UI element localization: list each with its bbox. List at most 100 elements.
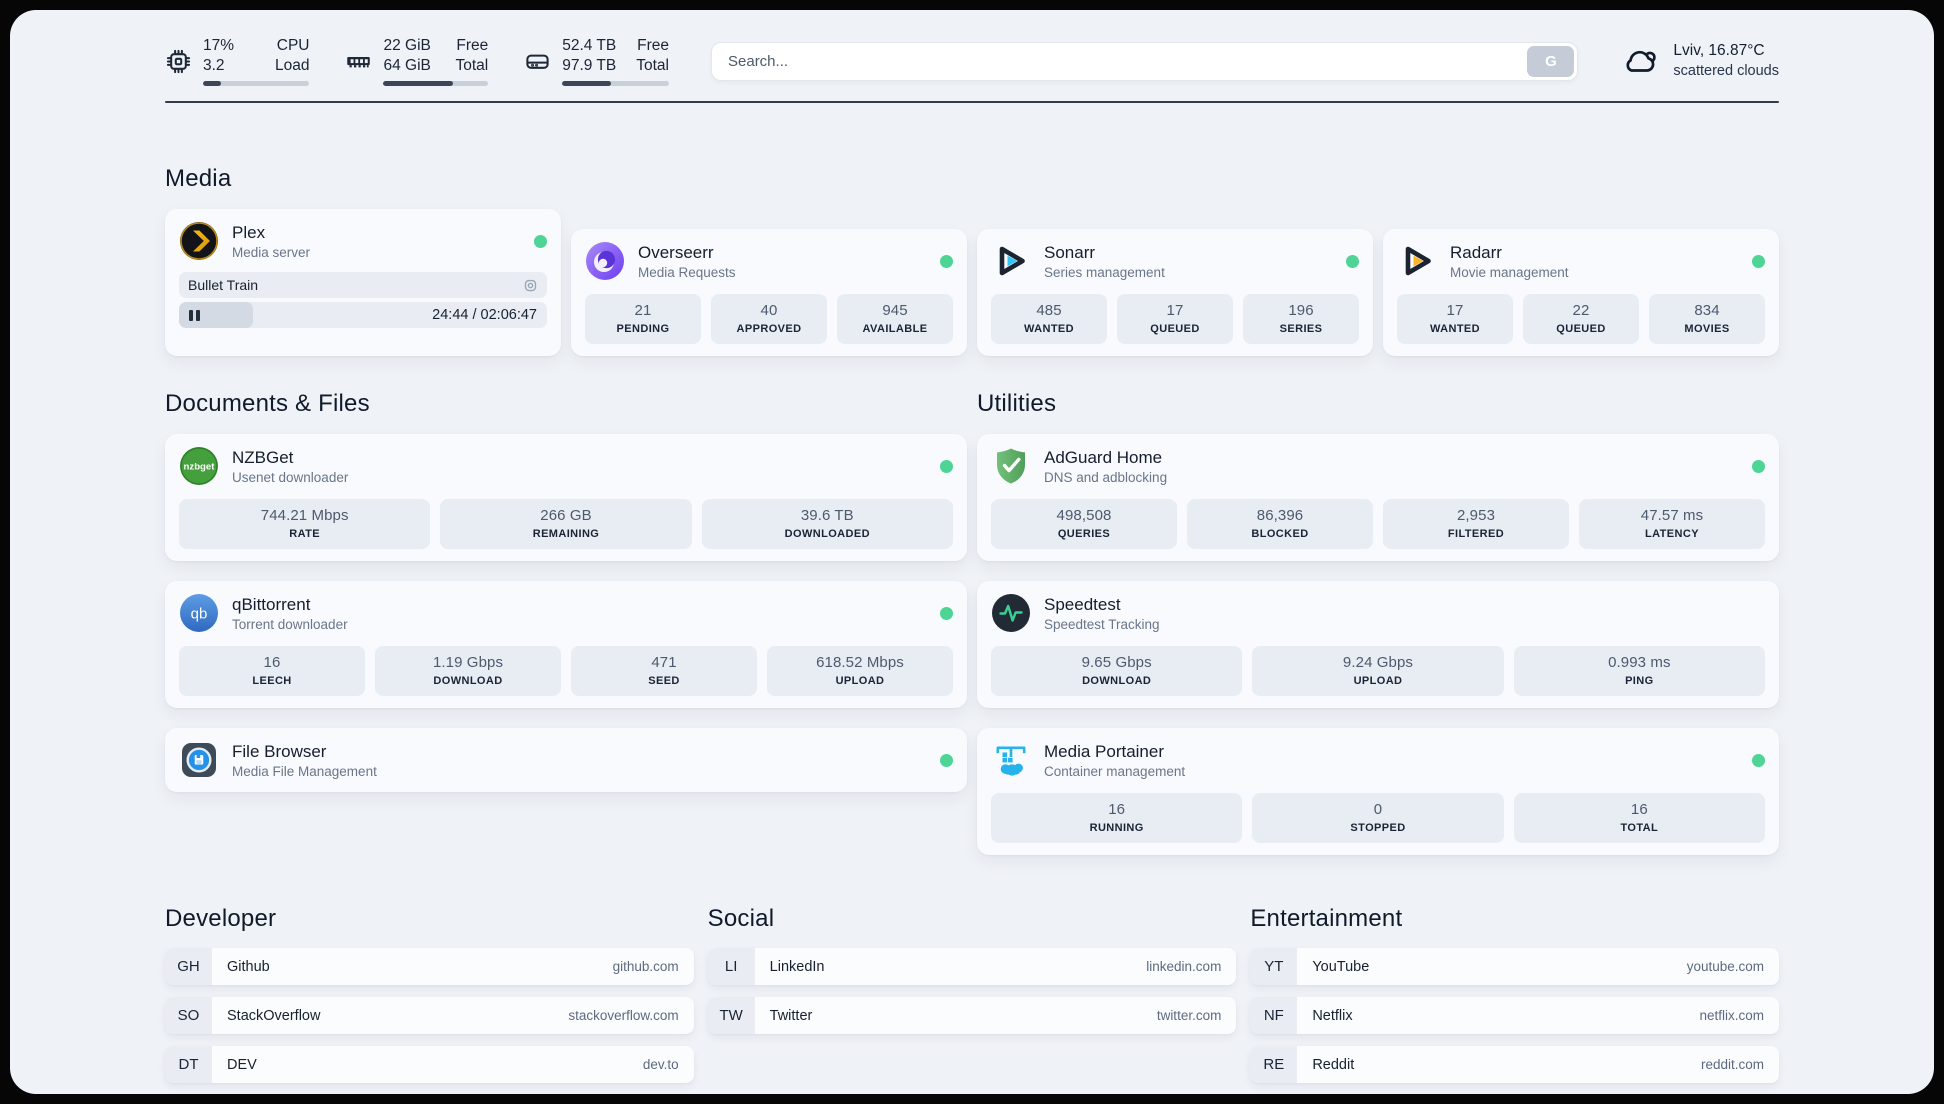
- status-online-dot: [940, 606, 953, 620]
- stat-box: 471 SEED: [571, 646, 757, 697]
- bookmark-name: Netflix: [1312, 1007, 1353, 1024]
- stat-box: 16 LEECH: [179, 646, 365, 697]
- stat-box: 16 RUNNING: [991, 793, 1243, 844]
- service-card-portainer[interactable]: Media Portainer Container management 16 …: [977, 728, 1779, 856]
- cpu-label: CPU: [276, 37, 310, 54]
- stat-box: 21 PENDING: [585, 294, 701, 345]
- pause-button[interactable]: [189, 309, 200, 321]
- memory-usage-bar: [383, 81, 489, 87]
- portainer-icon: [991, 740, 1031, 780]
- memory-free-value: 22 GiB: [383, 37, 431, 54]
- bookmark-linkedin[interactable]: LI LinkedIn linkedin.com: [707, 948, 1237, 986]
- search-input[interactable]: [715, 52, 1528, 70]
- bookmark-name: StackOverflow: [227, 1007, 321, 1024]
- section-title-utilities: Utilities: [977, 390, 1057, 418]
- bookmark-name: YouTube: [1312, 958, 1370, 975]
- stat-box: 17 WANTED: [1397, 294, 1513, 345]
- status-online-dot: [940, 753, 953, 767]
- service-card-plex[interactable]: Plex Media server Bullet Train 24:44 / 0…: [165, 209, 561, 357]
- stat-box: 485 WANTED: [991, 294, 1107, 345]
- cpu-usage-fill: [203, 81, 222, 87]
- bookmark-name: Reddit: [1312, 1056, 1355, 1073]
- service-card-filebrowser[interactable]: File Browser Media File Management: [165, 728, 967, 793]
- section-title-media: Media: [165, 165, 232, 193]
- topbar: 17% 3.2 CPU Load: [165, 36, 1779, 87]
- bookmark-twitter[interactable]: TW Twitter twitter.com: [707, 997, 1237, 1035]
- disk-usage-fill: [562, 81, 612, 87]
- bookmarks-developer: Developer GH Github github.com SO StackO…: [165, 905, 694, 1084]
- stat-box: 618.52 Mbps UPLOAD: [767, 646, 953, 697]
- plex-icon: [179, 221, 219, 261]
- stat-box: 0 STOPPED: [1252, 793, 1504, 844]
- cpu-chip-icon: [165, 48, 192, 75]
- disk-free-label: Free: [637, 37, 669, 54]
- bookmark-youtube[interactable]: YT YouTube youtube.com: [1250, 948, 1779, 986]
- dashboard-page: 17% 3.2 CPU Load: [10, 10, 1934, 1094]
- hard-drive-icon: [524, 48, 551, 75]
- weather-location-temp: Lviv, 16.87°C: [1673, 41, 1765, 59]
- status-online-dot: [1752, 753, 1765, 767]
- service-title: Sonarr: [1044, 242, 1096, 262]
- cpu-load-value: 3.2: [203, 57, 225, 75]
- service-subtitle: Speedtest Tracking: [1044, 617, 1160, 633]
- playback-time: 24:44 / 02:06:47: [432, 307, 537, 324]
- service-card-adguard[interactable]: AdGuard Home DNS and adblocking 498,508 …: [977, 434, 1779, 562]
- bookmark-github[interactable]: GH Github github.com: [165, 948, 694, 986]
- service-title: Radarr: [1450, 242, 1502, 262]
- media-source-icon[interactable]: [523, 278, 538, 293]
- scattered-clouds-icon: [1620, 41, 1660, 81]
- svg-text:nzbget: nzbget: [184, 462, 216, 473]
- stat-box: 86,396 BLOCKED: [1187, 499, 1373, 550]
- bookmark-abbr: TW: [707, 997, 755, 1035]
- disk-total-label: Total: [636, 57, 669, 75]
- service-card-speedtest[interactable]: Speedtest Speedtest Tracking 9.65 Gbps D…: [977, 581, 1779, 709]
- service-title: AdGuard Home: [1044, 447, 1163, 467]
- documents-column: Documents & Files nzbget NZBGet Usenet d…: [165, 390, 967, 793]
- bookmark-url: reddit.com: [1700, 1057, 1764, 1073]
- now-playing-row: Bullet Train: [179, 272, 547, 299]
- stat-box: 9.65 Gbps DOWNLOAD: [991, 646, 1243, 697]
- bookmark-dev[interactable]: DT DEV dev.to: [165, 1046, 694, 1084]
- service-title: Media Portainer: [1044, 741, 1165, 761]
- service-title: Overseerr: [638, 242, 714, 262]
- stat-box: 196 SERIES: [1243, 294, 1359, 345]
- bookmark-url: github.com: [612, 959, 679, 975]
- bookmark-netflix[interactable]: NF Netflix netflix.com: [1250, 997, 1779, 1035]
- stat-box: 834 MOVIES: [1649, 294, 1765, 345]
- stat-box: 16 TOTAL: [1513, 793, 1765, 844]
- section-title-documents: Documents & Files: [165, 390, 370, 418]
- cpu-load-label: Load: [275, 57, 310, 75]
- bookmark-stackoverflow[interactable]: SO StackOverflow stackoverflow.com: [165, 997, 694, 1035]
- bookmark-url: twitter.com: [1156, 1008, 1222, 1024]
- memory-total-value: 64 GiB: [383, 57, 431, 75]
- cpu-percent: 17%: [203, 37, 235, 54]
- bookmarks-entertainment: Entertainment YT YouTube youtube.com NF …: [1250, 905, 1779, 1084]
- service-subtitle: Media File Management: [232, 764, 377, 780]
- now-playing-title: Bullet Train: [188, 277, 259, 294]
- bookmark-name: DEV: [227, 1056, 257, 1073]
- section-title-entertainment: Entertainment: [1250, 905, 1403, 933]
- bookmark-url: dev.to: [642, 1057, 679, 1073]
- bookmark-reddit[interactable]: RE Reddit reddit.com: [1250, 1046, 1779, 1084]
- bookmark-url: linkedin.com: [1146, 959, 1222, 975]
- overseerr-icon: [585, 241, 625, 281]
- service-title: Plex: [232, 222, 266, 242]
- service-card-qbittorrent[interactable]: qb qBittorrent Torrent downloader 16 LEE…: [165, 581, 967, 709]
- service-card-radarr[interactable]: Radarr Movie management 17 WANTED 22 QUE…: [1383, 229, 1779, 357]
- status-online-dot: [1752, 254, 1765, 268]
- service-card-overseerr[interactable]: Overseerr Media Requests 21 PENDING 40 A…: [571, 229, 967, 357]
- memory-total-label: Total: [455, 57, 489, 75]
- service-subtitle: Torrent downloader: [232, 617, 348, 633]
- memory-usage-fill: [383, 81, 453, 87]
- service-title: qBittorrent: [232, 594, 311, 614]
- bookmark-abbr: DT: [165, 1046, 212, 1084]
- memory-free-label: Free: [456, 37, 489, 54]
- stat-box: 47.57 ms LATENCY: [1579, 499, 1765, 550]
- svg-text:qb: qb: [191, 606, 208, 623]
- service-subtitle: Movie management: [1450, 265, 1569, 281]
- resource-monitors: 17% 3.2 CPU Load: [165, 36, 669, 87]
- service-card-sonarr[interactable]: Sonarr Series management 485 WANTED 17 Q…: [977, 229, 1373, 357]
- nzbget-icon: nzbget: [179, 446, 219, 486]
- service-card-nzbget[interactable]: nzbget NZBGet Usenet downloader 744.21 M…: [165, 434, 967, 562]
- search-engine-button[interactable]: G: [1527, 45, 1575, 77]
